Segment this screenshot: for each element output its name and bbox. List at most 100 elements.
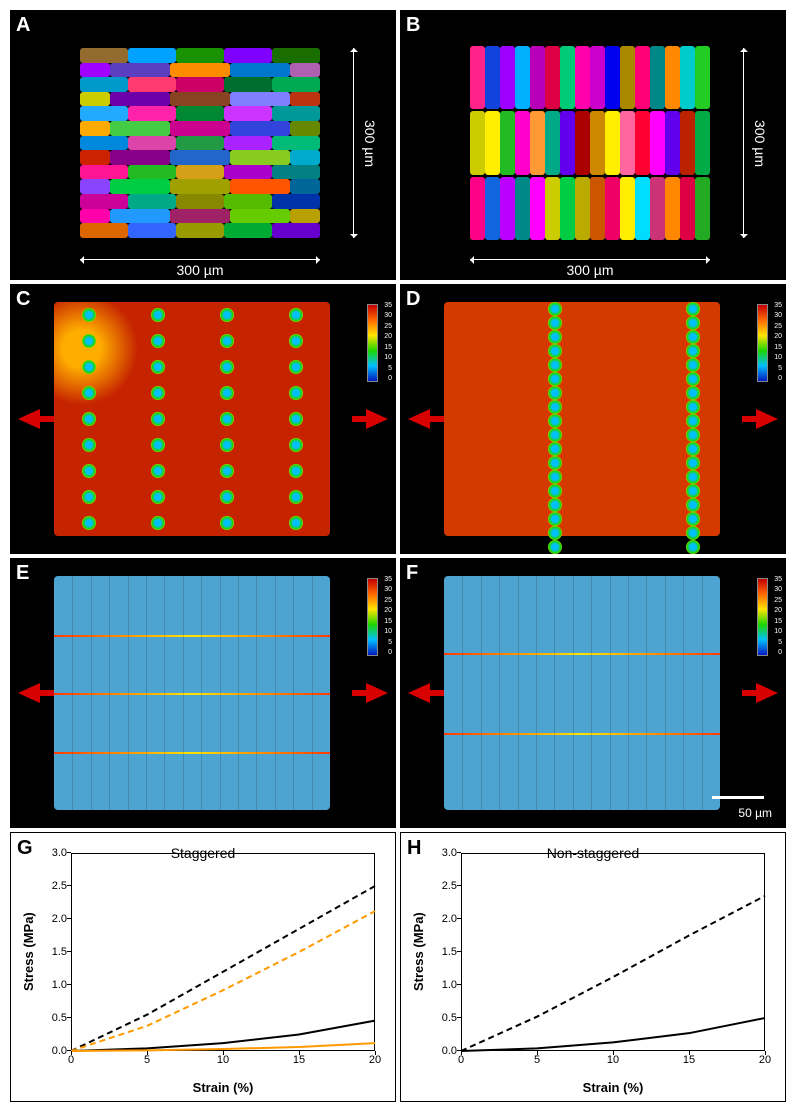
panel-g: G Staggered Stress (MPa) Strain (%) 0.00… xyxy=(10,832,396,1102)
vertical-bar xyxy=(635,177,650,240)
vertical-bar xyxy=(590,46,605,109)
panel-a-dim-v-label: 300 µm xyxy=(362,48,378,238)
panel-f-label: F xyxy=(406,562,418,585)
vertical-bar xyxy=(515,177,530,240)
brick xyxy=(230,121,290,136)
vertical-bar xyxy=(560,177,575,240)
vertical-bar xyxy=(605,111,620,174)
pull-arrow-right-icon xyxy=(756,409,778,429)
brick xyxy=(176,165,224,180)
colorbar xyxy=(367,578,378,656)
brick xyxy=(80,121,110,136)
vertical-bar xyxy=(695,177,710,240)
brick xyxy=(110,63,170,78)
brick xyxy=(230,150,290,165)
brick xyxy=(128,77,176,92)
panel-a-dim-h-label: 300 µm xyxy=(80,262,320,278)
pull-arrow-right-stem xyxy=(742,690,756,696)
panel-e-heatmap xyxy=(54,576,330,810)
panel-a-dim-h xyxy=(80,259,320,260)
panel-a-bricks xyxy=(80,48,320,238)
brick xyxy=(80,48,128,63)
panel-h-ylabel: Stress (MPa) xyxy=(411,853,426,1051)
vertical-bar xyxy=(590,111,605,174)
vertical-bar xyxy=(620,177,635,240)
pull-arrow-right-stem xyxy=(352,690,366,696)
brick xyxy=(230,63,290,78)
panel-e: E 35302520151050 xyxy=(10,558,396,828)
pull-arrow-left-stem xyxy=(430,690,444,696)
brick xyxy=(170,209,230,224)
panel-f-heatmap xyxy=(444,576,720,810)
pull-arrow-right-icon xyxy=(366,683,388,703)
brick xyxy=(170,150,230,165)
panel-c-label: C xyxy=(16,288,30,311)
brick xyxy=(224,48,272,63)
pull-arrow-right-icon xyxy=(366,409,388,429)
vertical-bar xyxy=(530,177,545,240)
vertical-bar xyxy=(650,111,665,174)
panel-b-label: B xyxy=(406,14,420,37)
brick xyxy=(176,223,224,238)
pull-arrow-left-stem xyxy=(430,416,444,422)
pull-arrow-right-icon xyxy=(756,683,778,703)
pull-arrow-left-icon xyxy=(18,683,40,703)
vertical-bar xyxy=(530,46,545,109)
scalebar-label: 50 µm xyxy=(738,806,772,820)
brick xyxy=(110,179,170,194)
brick xyxy=(272,194,320,209)
vertical-bar xyxy=(695,111,710,174)
vertical-bar xyxy=(470,46,485,109)
vertical-bar xyxy=(695,46,710,109)
colorbar-ticks: 35302520151050 xyxy=(384,302,392,382)
brick xyxy=(128,165,176,180)
panel-c-heatmap xyxy=(54,302,330,536)
colorbar-ticks: 35302520151050 xyxy=(774,302,782,382)
vertical-bar xyxy=(635,111,650,174)
vertical-bar xyxy=(485,111,500,174)
panel-b: B 300 µm 300 µm xyxy=(400,10,786,280)
vertical-bar xyxy=(665,111,680,174)
brick xyxy=(290,92,320,107)
vertical-bar xyxy=(515,111,530,174)
panel-d-label: D xyxy=(406,288,420,311)
pull-arrow-left-icon xyxy=(18,409,40,429)
brick xyxy=(290,150,320,165)
panel-d-heatmap xyxy=(444,302,720,536)
vertical-bar xyxy=(545,46,560,109)
colorbar xyxy=(367,304,378,382)
pull-arrow-left-stem xyxy=(40,416,54,422)
brick xyxy=(170,179,230,194)
panel-b-dim-h-label: 300 µm xyxy=(470,262,710,278)
panel-g-label: G xyxy=(17,837,33,860)
brick xyxy=(176,194,224,209)
brick xyxy=(128,223,176,238)
vertical-bar xyxy=(620,46,635,109)
brick xyxy=(128,48,176,63)
brick xyxy=(290,121,320,136)
brick xyxy=(80,150,110,165)
vertical-bar xyxy=(605,46,620,109)
brick xyxy=(230,209,290,224)
panel-g-ylabel: Stress (MPa) xyxy=(21,853,36,1051)
brick xyxy=(272,165,320,180)
brick xyxy=(110,209,170,224)
brick xyxy=(128,136,176,151)
brick xyxy=(170,92,230,107)
brick xyxy=(272,223,320,238)
colorbar xyxy=(757,304,768,382)
brick xyxy=(290,63,320,78)
vertical-bar xyxy=(575,111,590,174)
brick xyxy=(230,92,290,107)
vertical-bar xyxy=(500,111,515,174)
vertical-bar xyxy=(605,177,620,240)
brick xyxy=(272,106,320,121)
vertical-bar xyxy=(485,177,500,240)
vertical-bar xyxy=(620,111,635,174)
panel-g-chart: 0.00.51.01.52.02.53.005101520 xyxy=(71,853,375,1051)
brick xyxy=(128,106,176,121)
brick xyxy=(170,121,230,136)
brick xyxy=(128,194,176,209)
vertical-bar xyxy=(575,177,590,240)
panel-b-dim-v-label: 300 µm xyxy=(752,48,768,238)
